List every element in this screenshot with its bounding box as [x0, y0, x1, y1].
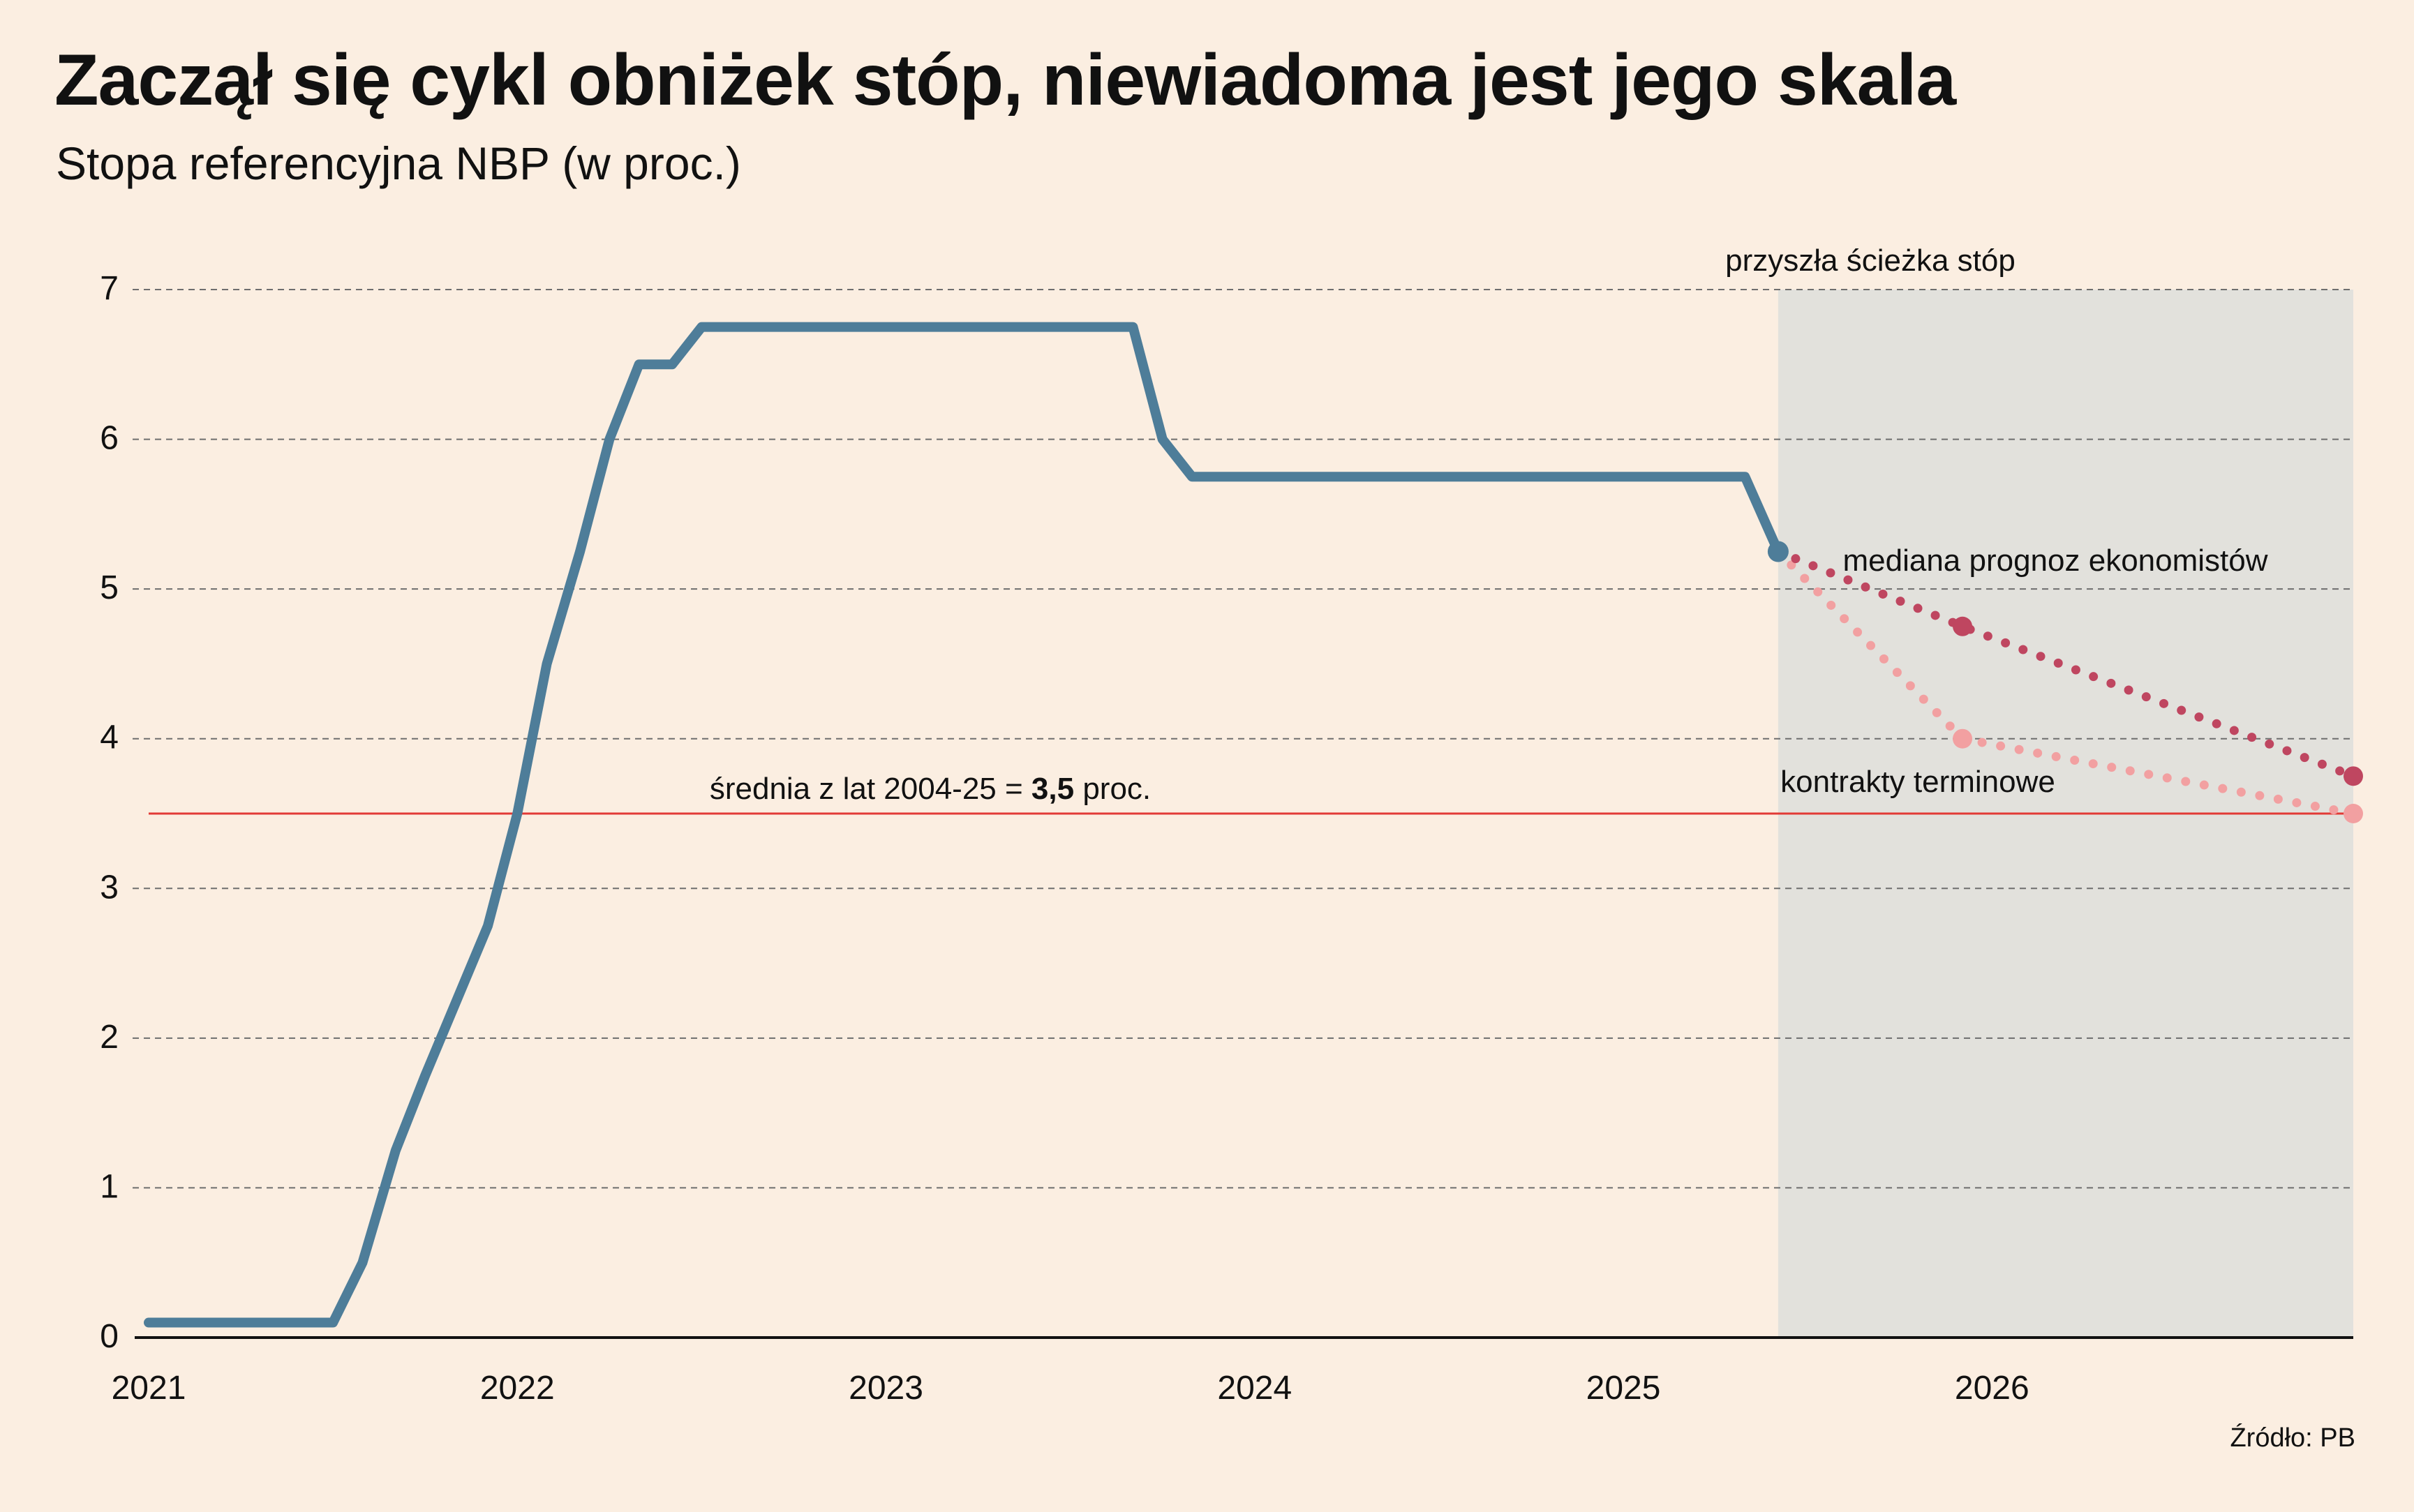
futures-point-2 — [2344, 804, 2363, 823]
y-tick-label-6: 6 — [100, 420, 119, 457]
y-tick-label-5: 5 — [100, 569, 119, 606]
x-tick-label-2023: 2023 — [849, 1370, 923, 1407]
chart-subtitle: Stopa referencyjna NBP (w proc.) — [56, 137, 741, 189]
average-label-value: 3,5 — [1031, 772, 1074, 806]
median-point-2 — [2344, 766, 2363, 786]
reference-rate-last-point — [1767, 541, 1789, 562]
median-point-1 — [1953, 616, 1973, 636]
forecast-zone-label: przyszła ścieżka stóp — [1725, 244, 2016, 278]
x-tick-label-2021: 2021 — [112, 1370, 186, 1407]
y-tick-label-3: 3 — [100, 869, 119, 906]
annotation-layer: przyszła ścieżka stóp mediana prognoz ek… — [710, 244, 2268, 806]
average-line-label: średnia z lat 2004-25 = 3,5 proc. — [710, 772, 1151, 806]
series-layer — [144, 322, 2363, 1328]
median-forecast-label: mediana prognoz ekonomistów — [1842, 544, 2267, 578]
x-tick-label-2026: 2026 — [1955, 1370, 2029, 1407]
reference-rate-line — [144, 322, 1783, 1328]
y-tick-label-2: 2 — [100, 1019, 119, 1056]
average-label-prefix: średnia z lat 2004-25 = — [710, 772, 1031, 806]
average-label-suffix: proc. — [1074, 772, 1151, 806]
y-tick-label-0: 0 — [100, 1318, 119, 1355]
x-tick-label-2022: 2022 — [480, 1370, 555, 1407]
x-tick-label-2024: 2024 — [1217, 1370, 1292, 1407]
y-tick-label-1: 1 — [100, 1168, 119, 1205]
y-tick-label-4: 4 — [100, 719, 119, 756]
source-note: Źródło: PB — [2230, 1423, 2355, 1453]
chart-title: Zaczął się cykl obniżek stóp, niewiadoma… — [54, 40, 1956, 121]
x-tick-label-2025: 2025 — [1586, 1370, 1661, 1407]
axis-layer: 0 1 2 3 4 5 6 7 2021 2022 2023 2024 2025 2026 — [100, 270, 2353, 1407]
y-tick-label-7: 7 — [100, 270, 119, 307]
futures-point-1 — [1953, 728, 1973, 749]
grid-layer — [133, 289, 2353, 1189]
futures-forecast-label: kontrakty terminowe — [1780, 765, 2055, 799]
